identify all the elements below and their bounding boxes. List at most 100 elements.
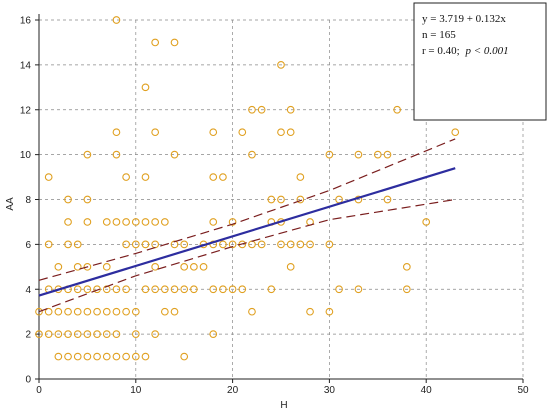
data-point (257, 240, 266, 249)
data-point (141, 218, 150, 226)
data-point (286, 240, 295, 249)
data-point (151, 285, 160, 294)
data-point (141, 285, 150, 294)
data-point (296, 240, 305, 249)
data-point (286, 128, 295, 137)
y-tick-label: 16 (20, 16, 32, 27)
data-point (296, 173, 305, 181)
data-point (335, 285, 343, 294)
data-point (180, 285, 189, 294)
data-point (306, 307, 314, 316)
data-point (422, 218, 431, 226)
data-point (131, 330, 140, 338)
y-tick-label: 0 (25, 375, 31, 386)
data-point (122, 285, 130, 294)
data-point (209, 330, 218, 338)
y-tick-label: 14 (20, 60, 32, 71)
data-point (219, 285, 227, 294)
data-point (73, 330, 82, 338)
data-point (402, 285, 411, 294)
x-tick-label: 20 (227, 385, 239, 396)
data-point (102, 307, 111, 316)
data-point (383, 195, 392, 204)
regression-line (38, 167, 456, 297)
y-tick-label: 8 (25, 195, 31, 206)
data-point (122, 307, 130, 316)
data-point (112, 352, 121, 361)
data-point (83, 218, 92, 226)
data-point (73, 262, 82, 271)
y-axis-label: AA (5, 197, 16, 211)
y-tick-label: 10 (20, 150, 32, 161)
data-point (151, 128, 160, 137)
stats-r-value: r = 0.40; (422, 45, 460, 57)
data-point (131, 218, 140, 226)
data-point (35, 330, 43, 338)
data-point (160, 218, 169, 226)
data-point (93, 307, 101, 316)
x-axis-ticks: 0 10 20 30 40 50 (36, 379, 529, 396)
data-point (54, 352, 63, 361)
data-point (286, 105, 295, 114)
stats-box-frame (413, 2, 547, 121)
data-point (277, 128, 285, 137)
data-point (73, 285, 82, 294)
data-point (83, 330, 92, 338)
data-point (151, 262, 160, 271)
x-tick-label: 40 (421, 385, 433, 396)
data-point (151, 330, 160, 338)
data-point (131, 240, 140, 249)
data-point (373, 150, 382, 159)
confidence-upper-line (38, 138, 456, 281)
data-point (228, 240, 237, 249)
data-point (209, 128, 218, 137)
data-point (277, 195, 285, 204)
data-point (102, 218, 111, 226)
data-point (141, 240, 150, 249)
data-point (267, 195, 276, 204)
data-point (170, 285, 179, 294)
data-point (190, 262, 198, 271)
data-point (44, 330, 53, 338)
regression-lines (38, 138, 456, 313)
data-point (54, 262, 63, 271)
data-point (402, 262, 411, 271)
data-point (209, 218, 218, 226)
data-point (102, 330, 111, 338)
data-point (112, 150, 121, 159)
x-tick-label: 50 (517, 385, 529, 396)
data-point (131, 307, 140, 316)
data-point (112, 307, 121, 316)
y-tick-label: 2 (25, 330, 31, 341)
data-point (248, 150, 256, 159)
data-point (44, 240, 53, 249)
data-point (286, 262, 295, 271)
y-tick-label: 4 (25, 285, 31, 296)
data-point (170, 38, 179, 47)
data-point (325, 150, 334, 159)
data-point (267, 285, 276, 294)
x-tick-label: 10 (130, 385, 142, 396)
data-point (102, 352, 111, 361)
data-point (112, 128, 121, 137)
data-point (248, 307, 256, 316)
data-point (209, 173, 218, 181)
data-point (219, 240, 227, 249)
data-point (219, 173, 227, 181)
data-point (228, 285, 237, 294)
data-points (35, 16, 460, 361)
x-tick-label: 0 (36, 385, 42, 396)
data-point (180, 262, 189, 271)
data-point (170, 150, 179, 159)
data-point (122, 218, 130, 226)
data-point (141, 173, 150, 181)
data-point (296, 195, 305, 204)
data-point (83, 262, 92, 271)
data-point (35, 307, 43, 316)
data-point (238, 128, 247, 137)
stats-n: n = 165 (422, 29, 456, 41)
data-point (228, 218, 237, 226)
data-point (64, 307, 72, 316)
data-point (73, 307, 82, 316)
y-axis-ticks: 0 2 4 6 8 10 12 14 16 (20, 16, 39, 386)
